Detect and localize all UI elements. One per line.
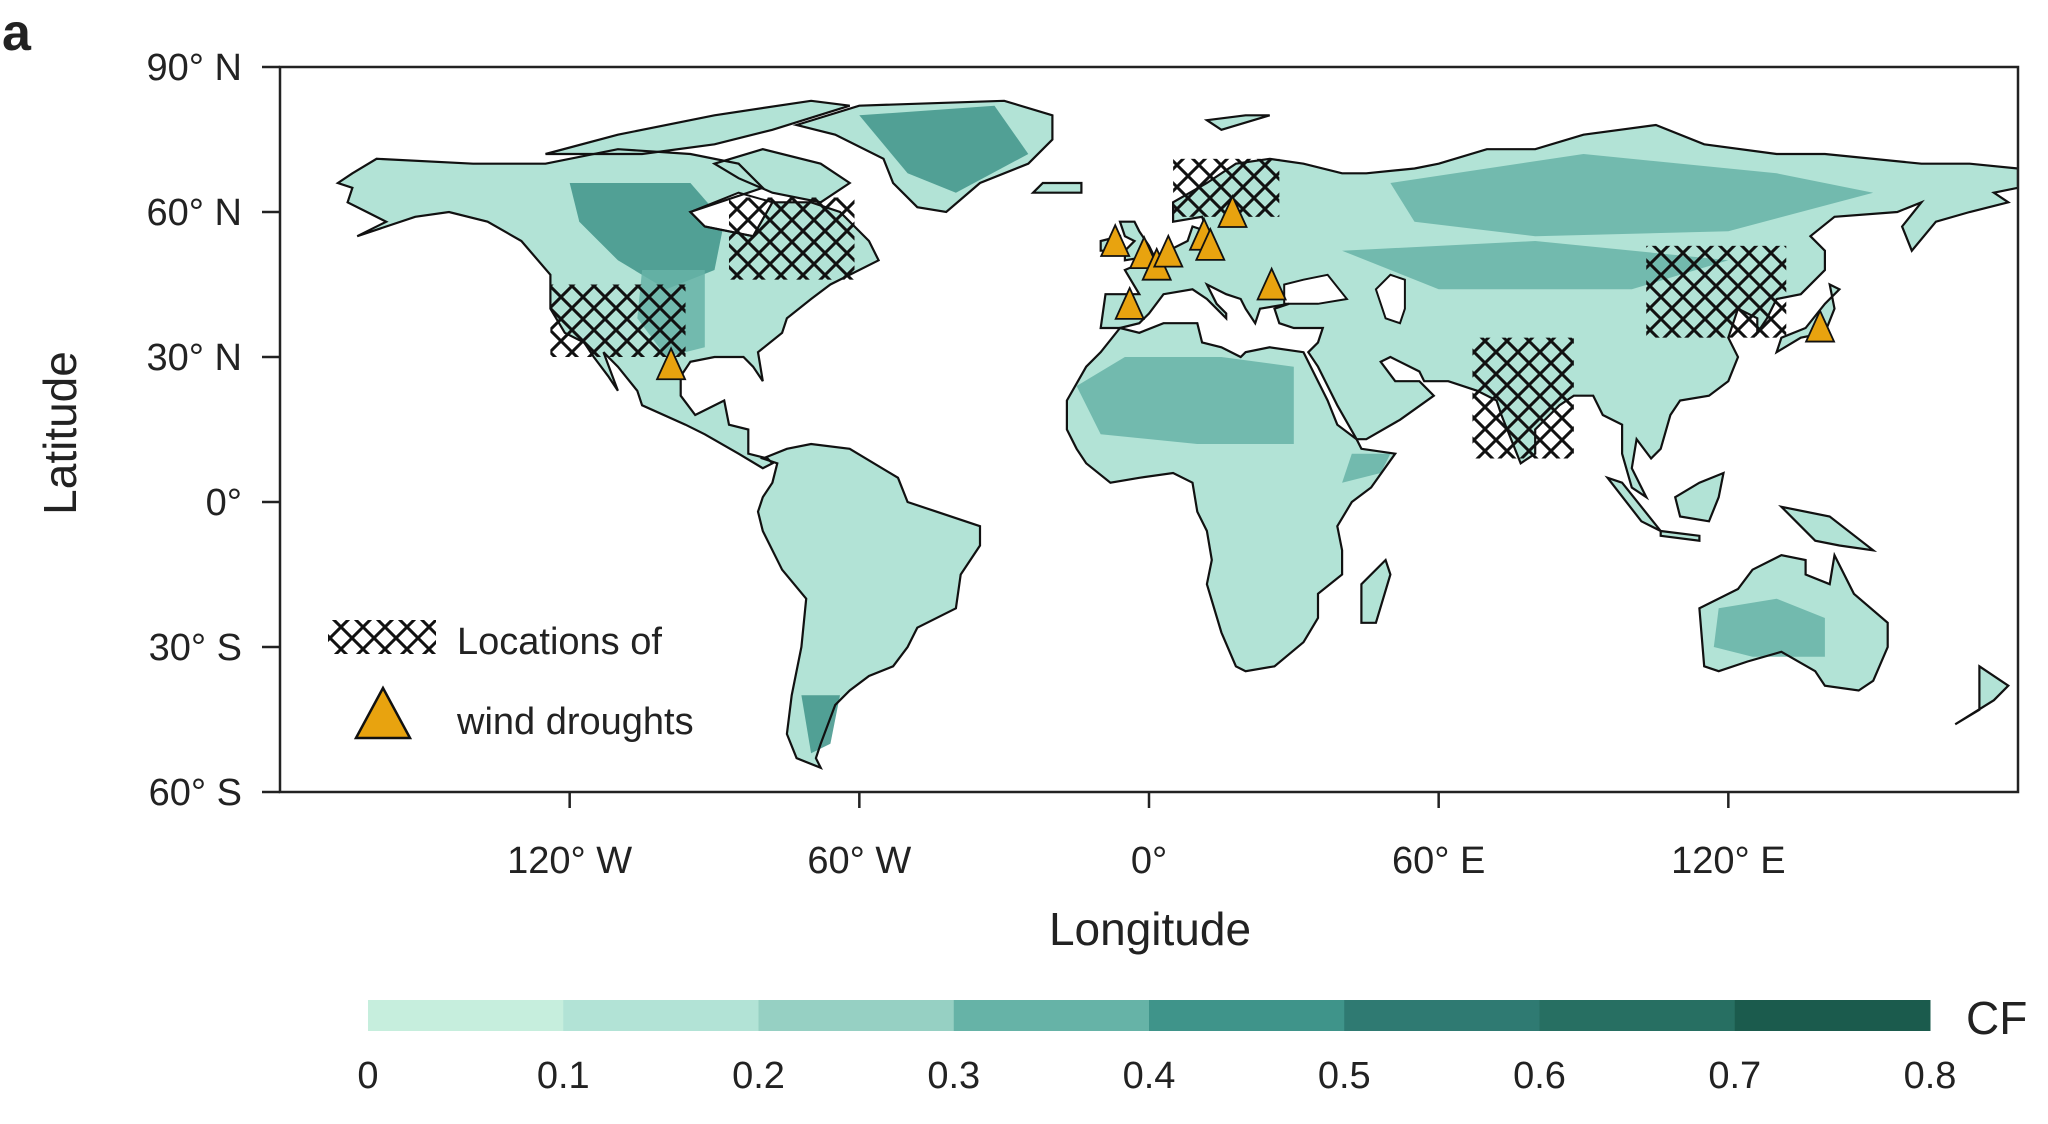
coastline-svalbard bbox=[1203, 114, 1271, 132]
colorbar-label: CF bbox=[1966, 992, 2027, 1044]
coastline-arctic-islands bbox=[545, 99, 851, 156]
x-tick-label: 60° W bbox=[807, 840, 911, 882]
land-japan bbox=[1776, 284, 1840, 353]
land-madagascar bbox=[1361, 560, 1391, 623]
colorbar: 0 0.1 0.2 0.3 0.4 0.5 0.6 0.7 0.8 bbox=[357, 1000, 1956, 1097]
axes: 90° N 60° N 30° N 0° 30° S 60° S 120° W 60° W 0°… bbox=[147, 47, 1786, 882]
land-java bbox=[1660, 531, 1700, 541]
land-iceland bbox=[1033, 183, 1082, 193]
coastline-baffin bbox=[711, 148, 852, 204]
colorbar-tick-label: 0.4 bbox=[1123, 1055, 1176, 1097]
cf-patch-greenland bbox=[859, 105, 1029, 193]
x-tick-label: 120° W bbox=[507, 840, 632, 882]
coastline-borneo bbox=[1673, 471, 1725, 523]
colorbar-bin-4 bbox=[1149, 1000, 1345, 1031]
hatched-region-2 bbox=[1173, 158, 1280, 217]
land-eurasia bbox=[1100, 125, 2018, 498]
land-south-america bbox=[758, 444, 980, 768]
cf-patch-steppe bbox=[1342, 241, 1729, 290]
y-tick-label: 90° N bbox=[147, 47, 242, 89]
colorbar-bin-3 bbox=[953, 1000, 1150, 1031]
coastline-iceland bbox=[1030, 181, 1083, 194]
caspian-sea bbox=[1374, 273, 1406, 325]
coastline-madagascar bbox=[1360, 557, 1392, 624]
coastline-australia bbox=[1698, 551, 1889, 692]
triangle-markers bbox=[655, 194, 1836, 381]
land-sumatra bbox=[1607, 477, 1661, 531]
panel-label: a bbox=[2, 4, 32, 62]
hatched-regions bbox=[550, 158, 1787, 459]
coastline-south-america bbox=[756, 442, 982, 770]
black-sea bbox=[1283, 273, 1349, 305]
y-tick-label: 0° bbox=[206, 482, 242, 524]
cf-patch-horn-africa bbox=[1342, 453, 1391, 483]
coastline-africa bbox=[1065, 322, 1398, 673]
colorbar-bin-1 bbox=[563, 1000, 759, 1031]
x-axis-label: Longitude bbox=[1049, 903, 1251, 955]
land-new-guinea bbox=[1781, 506, 1874, 551]
hatched-region-3 bbox=[1472, 337, 1574, 459]
colorbar-tick-label: 0.2 bbox=[732, 1055, 785, 1097]
colorbar-tick-label: 0.1 bbox=[537, 1055, 590, 1097]
colorbar-tick-label: 0.3 bbox=[927, 1055, 980, 1097]
legend-text-line1: Locations of bbox=[457, 621, 662, 663]
colorbar-bin-5 bbox=[1344, 1000, 1540, 1031]
colorbar-bin-0 bbox=[368, 1000, 564, 1031]
hatched-region-1 bbox=[728, 197, 855, 280]
colorbar-tick-label: 0.7 bbox=[1708, 1055, 1761, 1097]
land-baffin bbox=[714, 149, 850, 203]
y-tick-label: 60° N bbox=[147, 192, 242, 234]
y-tick-label: 60° S bbox=[149, 772, 242, 814]
land-new-zealand bbox=[1955, 666, 2009, 725]
colorbar-bin-2 bbox=[758, 1000, 955, 1031]
legend-hatch-swatch bbox=[328, 620, 436, 654]
cf-patch-patagonia bbox=[801, 695, 840, 754]
colorbar-tick-label: 0.8 bbox=[1904, 1055, 1957, 1097]
colorbar-bin-6 bbox=[1539, 1000, 1736, 1031]
cf-patch-siberia bbox=[1390, 154, 1874, 237]
wind-drought-triangle-1 bbox=[1099, 223, 1131, 257]
cf-patch-sahara bbox=[1076, 357, 1294, 444]
coastline-eurasia bbox=[1099, 123, 2018, 501]
wind-drought-triangle-10 bbox=[1804, 308, 1836, 343]
x-tick-label: 60° E bbox=[1392, 840, 1485, 882]
y-axis-label: Latitude bbox=[34, 351, 86, 515]
colorbar-tick-label: 0.5 bbox=[1318, 1055, 1371, 1097]
coastline-britain bbox=[1118, 220, 1156, 262]
coastline-new-zealand bbox=[1954, 664, 2011, 726]
x-tick-label: 0° bbox=[1131, 840, 1167, 882]
coastline-java bbox=[1659, 529, 1701, 542]
colorbar-tick-label: 0.6 bbox=[1513, 1055, 1566, 1097]
x-tick-label: 120° E bbox=[1671, 840, 1786, 882]
colorbar-tick-label: 0 bbox=[357, 1055, 378, 1097]
land-borneo bbox=[1675, 473, 1724, 522]
wind-drought-triangle-5 bbox=[1114, 285, 1146, 320]
wind-drought-triangle-8 bbox=[1217, 194, 1248, 228]
wind-drought-triangle-4 bbox=[1152, 233, 1184, 268]
colorbar-bin-7 bbox=[1734, 1000, 1931, 1031]
hatched-region-0 bbox=[550, 284, 686, 357]
wind-drought-triangle-9 bbox=[1256, 266, 1288, 301]
hatched-region-4 bbox=[1646, 245, 1787, 338]
legend-text-line2: wind droughts bbox=[456, 701, 694, 743]
coastline-new-guinea bbox=[1778, 505, 1878, 552]
wind-drought-triangle-7 bbox=[1194, 226, 1226, 261]
cf-patch-canada bbox=[569, 183, 725, 290]
y-tick-label: 30° N bbox=[147, 337, 242, 379]
cf-patch-australia bbox=[1713, 598, 1825, 657]
legend-triangle-icon bbox=[353, 685, 413, 740]
wind-drought-triangle-0 bbox=[655, 346, 687, 381]
land-arctic-islands bbox=[545, 100, 850, 154]
y-tick-label: 30° S bbox=[149, 627, 242, 669]
coastline-greenland bbox=[792, 99, 1054, 214]
